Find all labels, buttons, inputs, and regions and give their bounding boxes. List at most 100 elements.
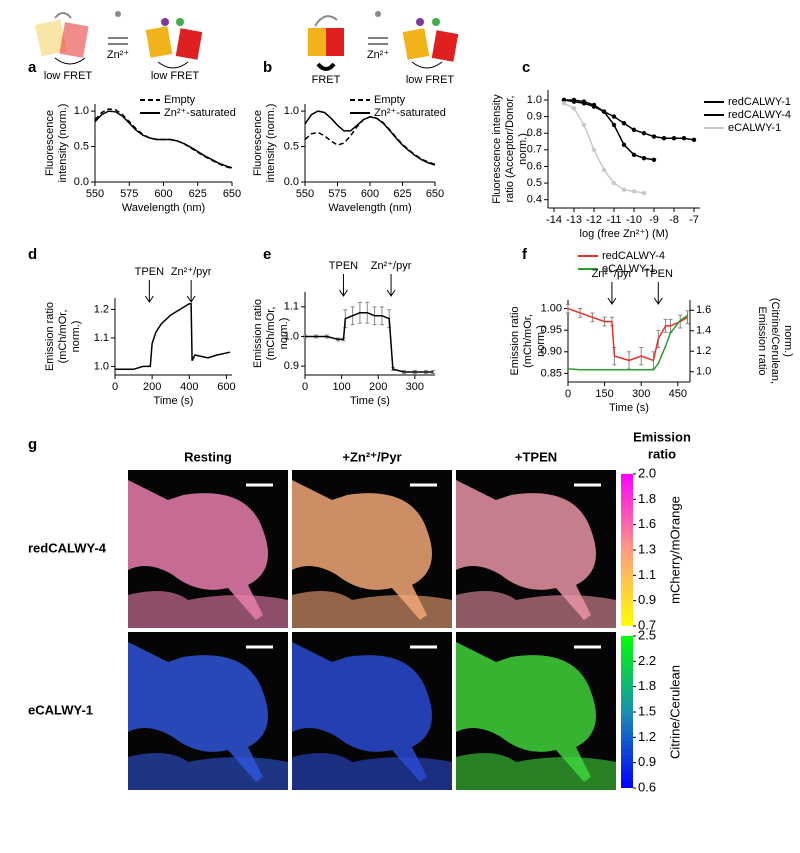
y-axis-label: norm.) bbox=[517, 133, 529, 165]
data-point bbox=[621, 121, 627, 126]
schematic-b: Zn²⁺ FRET low FRET bbox=[308, 11, 459, 86]
legend-label: Zn²⁺-saturated bbox=[164, 107, 236, 119]
data-point bbox=[651, 134, 657, 139]
colorbar bbox=[621, 474, 633, 626]
legend-label: Empty bbox=[164, 94, 196, 106]
annotation: Zn²⁺/pyr bbox=[592, 268, 633, 280]
y-axis-label: Fluorescence bbox=[44, 110, 56, 176]
cell bbox=[128, 642, 268, 782]
data-point bbox=[591, 147, 597, 153]
x-tick-label: 450 bbox=[669, 388, 687, 400]
x-tick-label: 575 bbox=[328, 188, 346, 200]
legend-label: eCALWY-1 bbox=[602, 263, 655, 275]
y-axis-label: (mCh/mOr, bbox=[265, 307, 277, 361]
x-tick-label: 0 bbox=[302, 381, 308, 393]
column-label: +TPEN bbox=[515, 449, 557, 464]
panel-letter: f bbox=[522, 246, 528, 263]
y-tick-label: 0.7 bbox=[527, 144, 542, 156]
x-tick-label: 300 bbox=[406, 381, 424, 393]
colorbar-tick-label: 1.8 bbox=[638, 678, 656, 693]
series-line bbox=[563, 99, 695, 141]
y2-tick-label: 1.6 bbox=[696, 304, 711, 316]
y-axis-label: Emission ratio bbox=[44, 302, 56, 371]
annotation-arrow bbox=[144, 280, 154, 303]
x-axis-label: log (free Zn²⁺) (M) bbox=[580, 228, 669, 240]
data-point bbox=[601, 109, 607, 114]
x-tick-label: 0 bbox=[112, 381, 118, 393]
y-tick-label: 0.0 bbox=[74, 176, 89, 188]
schematic-a: Zn²⁺ low FRET low FRET bbox=[34, 11, 203, 82]
y-tick-label: 1.0 bbox=[284, 330, 299, 342]
x-axis-label: Wavelength (nm) bbox=[328, 202, 411, 214]
panel-letter: c bbox=[522, 59, 530, 76]
series-line bbox=[94, 110, 233, 169]
y-tick-label: 1.1 bbox=[94, 332, 109, 344]
series-line bbox=[304, 116, 436, 166]
x-tick-label: 650 bbox=[223, 188, 241, 200]
cell-lower bbox=[292, 591, 452, 628]
colorbar-tick-label: 0.6 bbox=[638, 779, 656, 794]
row-label: redCALWY-4 bbox=[28, 540, 107, 555]
data-point bbox=[601, 167, 607, 172]
y2-axis-label: Emission ratio bbox=[756, 306, 768, 375]
legend-label: redCALWY-4 bbox=[728, 109, 791, 121]
data-point bbox=[631, 127, 637, 133]
y2-tick-label: 1.0 bbox=[696, 366, 711, 378]
legend-label: redCALWY-4 bbox=[602, 250, 665, 262]
data-point bbox=[671, 135, 677, 141]
y-axis-label: intensity (norm.) bbox=[265, 104, 277, 183]
y-tick-label: 0.90 bbox=[541, 346, 562, 358]
series-line bbox=[115, 302, 231, 371]
cell bbox=[456, 642, 596, 782]
x-tick-label: 100 bbox=[332, 381, 350, 393]
x-tick-label: 550 bbox=[296, 188, 314, 200]
y-tick-label: 0.85 bbox=[541, 367, 562, 379]
data-point bbox=[651, 157, 657, 163]
data-point bbox=[631, 189, 637, 194]
y-tick-label: 1.00 bbox=[541, 303, 562, 315]
schematic-state: low FRET bbox=[151, 70, 200, 82]
x-tick-label: 600 bbox=[361, 188, 379, 200]
y-axis-label: norm.) bbox=[70, 321, 82, 353]
colorbar-tick-label: 0.9 bbox=[638, 592, 656, 607]
legend-label: eCALWY-1 bbox=[728, 122, 781, 134]
colorbar bbox=[621, 636, 633, 788]
x-tick-label: 0 bbox=[565, 388, 571, 400]
x-tick-label: 200 bbox=[143, 381, 161, 393]
data-point bbox=[661, 135, 667, 141]
annotation: Zn²⁺/pyr bbox=[171, 266, 212, 278]
colorbar-label: mCherry/mOrange bbox=[667, 496, 682, 604]
colorbar-tick-label: 2.5 bbox=[638, 627, 656, 642]
data-point bbox=[641, 155, 647, 161]
x-tick-label: 575 bbox=[120, 188, 138, 200]
annotation: TPEN bbox=[135, 266, 164, 278]
y-axis-label: (mCh/mOr, bbox=[522, 314, 534, 368]
data-point bbox=[691, 137, 697, 143]
legend-label: Zn²⁺-saturated bbox=[374, 107, 446, 119]
data-point bbox=[681, 135, 687, 141]
schematic-ion: Zn²⁺ bbox=[107, 49, 130, 61]
data-point bbox=[641, 131, 647, 136]
series-line bbox=[305, 311, 434, 373]
data-point bbox=[611, 114, 617, 119]
y-axis-label: Emission ratio bbox=[509, 306, 521, 375]
y2-tick-label: 1.2 bbox=[696, 345, 711, 357]
y-axis-label: norm.) bbox=[278, 318, 290, 350]
y-tick-label: 1.0 bbox=[527, 94, 542, 106]
y-tick-label: 0.8 bbox=[527, 127, 542, 139]
colorbar-label: Citrine/Cerulean bbox=[667, 665, 682, 759]
data-point bbox=[611, 180, 617, 186]
y-axis-label: ratio (Acceptor/Donor, bbox=[504, 96, 516, 203]
colorbar-tick-label: 0.9 bbox=[638, 754, 656, 769]
annotation-arrow bbox=[339, 274, 348, 297]
colorbar-title: ratio bbox=[648, 446, 676, 461]
annotation-arrow bbox=[653, 282, 663, 305]
schematic-state: FRET bbox=[312, 74, 341, 86]
row-label: eCALWY-1 bbox=[28, 702, 93, 717]
cell-lower bbox=[456, 591, 616, 628]
annotation: TPEN bbox=[644, 268, 673, 280]
y-tick-label: 0.4 bbox=[527, 194, 542, 206]
x-tick-label: -11 bbox=[606, 214, 621, 226]
cell bbox=[292, 642, 432, 782]
panel-letter: g bbox=[28, 436, 37, 453]
